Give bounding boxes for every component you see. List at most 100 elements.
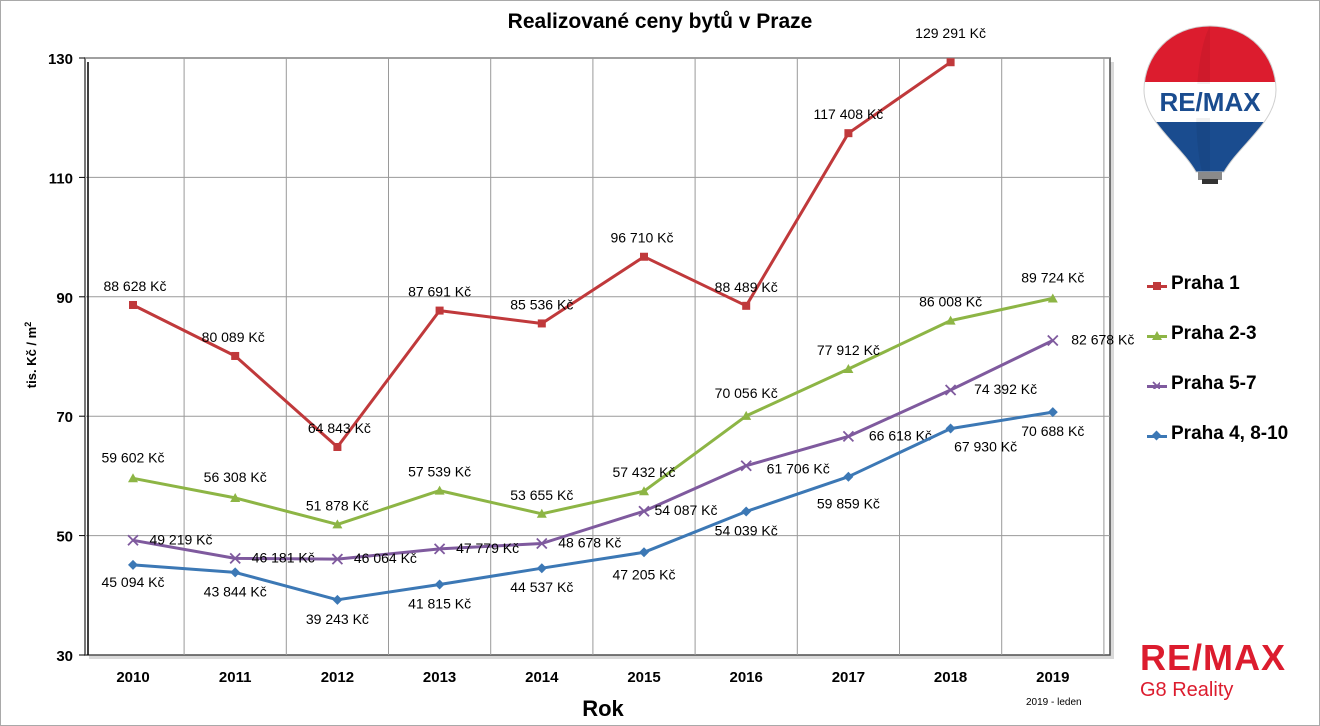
data-point — [537, 319, 546, 328]
legend-marker-praha-5-7 — [1152, 381, 1160, 389]
data-point — [843, 471, 854, 482]
data-point — [639, 547, 649, 558]
data-label: 43 844 Kč — [204, 583, 267, 599]
data-point — [434, 485, 445, 495]
legend-marker-praha-4-8-10 — [1151, 430, 1162, 441]
data-point — [433, 543, 446, 555]
data-point — [536, 508, 547, 518]
data-point — [434, 579, 445, 590]
data-point — [1047, 334, 1059, 347]
data-label: 57 432 Kč — [612, 464, 675, 480]
data-label: 47 205 Kč — [612, 566, 675, 582]
data-label: 54 087 Kč — [654, 502, 717, 518]
data-point — [742, 301, 751, 310]
legend-marker-praha-1 — [1153, 282, 1161, 290]
legend-item-praha-2-3: Praha 2-3 — [1145, 318, 1315, 368]
x-tick-label: 2016 — [730, 669, 763, 686]
data-point — [639, 486, 649, 496]
x-tick-label: 2011 — [219, 669, 252, 686]
data-label: 48 678 Kč — [558, 534, 621, 550]
data-label: 61 706 Kč — [767, 461, 830, 477]
data-point — [435, 306, 444, 315]
data-label: 85 536 Kč — [510, 296, 573, 312]
data-label: 80 089 Kč — [202, 329, 265, 345]
data-label: 57 539 Kč — [408, 464, 471, 480]
data-point — [332, 594, 343, 605]
data-point — [844, 129, 853, 138]
data-label: 82 678 Kč — [1071, 332, 1134, 348]
data-point — [230, 492, 241, 502]
data-point — [127, 534, 139, 546]
data-point — [945, 423, 956, 434]
chart-title: Realizované ceny bytů v Praze — [507, 10, 813, 33]
data-point — [333, 442, 342, 451]
y-tick-label: 130 — [48, 51, 73, 68]
data-label: 44 537 Kč — [510, 579, 573, 595]
data-point — [944, 384, 957, 396]
balloon-text: RE/MAX — [1159, 87, 1261, 117]
data-label: 74 392 Kč — [974, 381, 1037, 397]
x-tick-label: 2014 — [525, 669, 559, 686]
y-tick-label: 110 — [49, 170, 73, 187]
data-label: 96 710 Kč — [610, 230, 673, 246]
series-line-1 — [132, 296, 1054, 526]
legend: Praha 1 Praha 2-3 Praha 5-7 Praha 4, 8-1… — [1145, 268, 1315, 468]
data-point — [536, 563, 547, 574]
data-label: 47 779 Kč — [456, 540, 519, 556]
data-point — [129, 300, 137, 309]
data-label: 49 219 Kč — [149, 531, 212, 547]
data-label: 64 843 Kč — [308, 420, 371, 436]
remax-balloon-logo: RE/MAX — [1143, 25, 1277, 184]
data-label: 46 064 Kč — [354, 550, 417, 566]
data-point — [946, 58, 955, 67]
remax-g8-reality-logo: RE/MAX G8 Reality — [1140, 638, 1286, 702]
legend-item-praha-1: Praha 1 — [1145, 268, 1315, 318]
data-label: 53 655 Kč — [510, 487, 573, 503]
data-point — [230, 567, 241, 578]
legend-label-praha-1: Praha 1 — [1171, 273, 1240, 294]
data-label: 70 056 Kč — [715, 385, 778, 401]
data-point — [945, 315, 956, 325]
data-label: 41 815 Kč — [408, 595, 471, 611]
data-point — [229, 552, 241, 565]
x-tick-label: 2012 — [321, 669, 354, 686]
series-line-3 — [132, 410, 1054, 602]
data-label: 56 308 Kč — [204, 469, 267, 485]
legend-marker-praha-2-3 — [1152, 331, 1162, 340]
plot-area — [84, 57, 1111, 656]
y-tick-label: 30 — [56, 648, 73, 665]
y-axis-title: tis. Kč / m2 — [23, 322, 39, 388]
data-label: 46 181 Kč — [252, 549, 315, 565]
footer-sub-text: G8 Reality — [1140, 679, 1234, 701]
data-point — [536, 537, 548, 550]
data-label: 54 039 Kč — [715, 522, 778, 538]
data-point — [332, 519, 343, 529]
data-label: 77 912 Kč — [817, 342, 880, 358]
data-label: 51 878 Kč — [306, 497, 369, 513]
data-point — [638, 505, 650, 517]
data-label: 87 691 Kč — [408, 284, 471, 300]
data-point — [741, 506, 752, 517]
x-tick-label: 2010 — [116, 669, 149, 686]
data-label: 67 930 Kč — [954, 439, 1017, 455]
legend-item-praha-5-7: Praha 5-7 — [1145, 368, 1315, 418]
data-point — [1047, 293, 1058, 303]
data-point — [231, 351, 240, 360]
data-point — [842, 430, 855, 443]
data-point — [128, 473, 138, 483]
data-label: 129 291 Kč — [915, 25, 986, 41]
data-label: 59 602 Kč — [101, 449, 164, 465]
legend-label-praha-5-7: Praha 5-7 — [1171, 373, 1257, 394]
data-label: 39 243 Kč — [306, 611, 369, 627]
x-tick-label: 2013 — [423, 669, 456, 686]
y-tick-label: 90 — [56, 290, 73, 307]
x-axis-title: Rok — [582, 696, 624, 721]
data-label: 88 628 Kč — [103, 278, 166, 294]
data-label: 66 618 Kč — [869, 427, 932, 443]
data-label: 88 489 Kč — [715, 279, 778, 295]
legend-item-praha-4-8-10: Praha 4, 8-10 — [1145, 418, 1315, 468]
x-tick-label: 2019 — [1036, 669, 1069, 686]
y-tick-label: 50 — [56, 529, 73, 546]
data-point — [741, 410, 752, 420]
